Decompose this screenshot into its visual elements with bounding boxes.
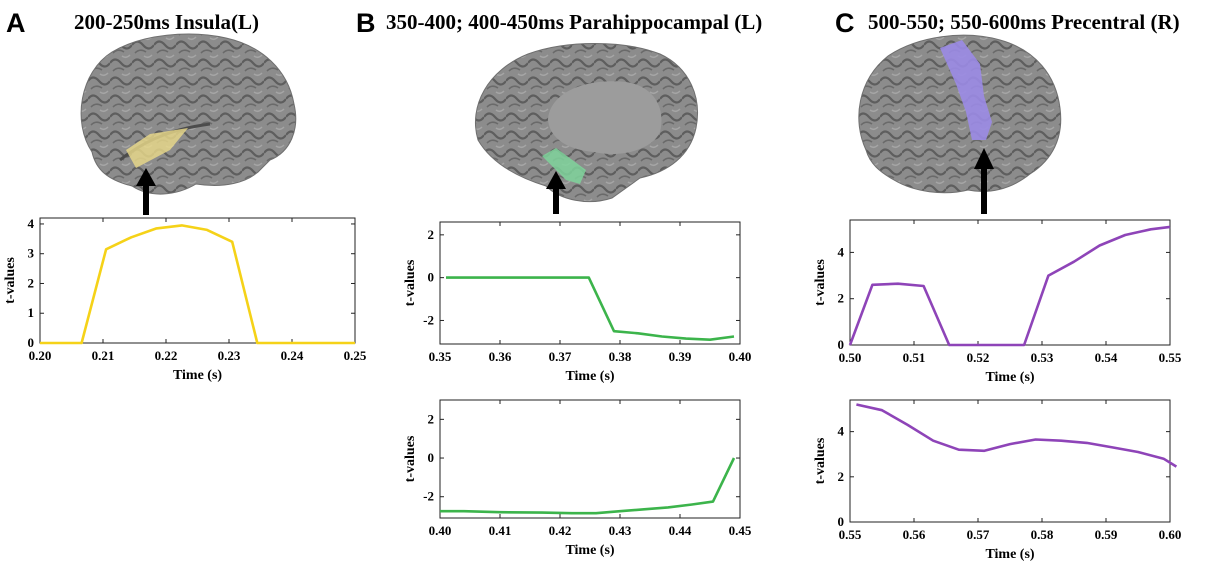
y-tick-label: 4	[28, 216, 35, 231]
arrow-icon	[136, 168, 156, 186]
y-axis-label: t-values	[3, 257, 18, 304]
y-tick-label: -2	[423, 312, 434, 327]
x-tick-label: 0.53	[1031, 350, 1054, 365]
chart-b2: 0.40 0.41 0.42 0.43 0.44 0.45 -2 0 2 Time (s) t-va…	[403, 399, 752, 558]
series-line	[40, 224, 355, 345]
x-tick-label: 0.56	[903, 527, 926, 542]
panel-title-b: 350-400; 400-450ms Parahippocampal (L)	[386, 10, 763, 34]
y-tick-label: 2	[428, 411, 435, 426]
panel-letter-c: C	[835, 8, 855, 38]
arrow-icon	[974, 148, 994, 169]
panel-letter-a: A	[6, 8, 26, 38]
x-tick-label: 0.22	[155, 348, 178, 363]
x-tick-label: 0.40	[729, 349, 752, 364]
arrow-icon	[546, 171, 566, 189]
x-axis-label: Time (s)	[565, 369, 614, 384]
y-tick-label: 2	[838, 291, 845, 306]
panel-title-c: 500-550; 550-600ms Precentral (R)	[868, 10, 1180, 34]
series-line	[446, 276, 735, 342]
x-tick-label: 0.51	[903, 350, 926, 365]
x-tick-label: 0.20	[29, 348, 52, 363]
y-tick-label: 1	[28, 305, 35, 320]
y-tick-label: 2	[428, 227, 435, 242]
x-axis-label: Time (s)	[173, 368, 222, 383]
plot-frame	[39, 217, 356, 344]
y-axis-label: t-values	[403, 259, 418, 306]
x-tick-label: 0.55	[839, 527, 862, 542]
x-tick-label: 0.25	[344, 348, 367, 363]
precentral-region	[940, 40, 992, 140]
y-tick-label: 2	[28, 275, 35, 290]
x-tick-label: 0.43	[609, 523, 632, 538]
y-axis-label: t-values	[403, 435, 418, 482]
x-tick-label: 0.39	[669, 349, 692, 364]
chart-c1: 0.50 0.51 0.52 0.53 0.54 0.55 0 2 4 Time (s) t-val…	[813, 219, 1182, 385]
chart-b1: 0.35 0.36 0.37 0.38 0.39 0.40 -2 0 2 Time (s) t-va…	[403, 221, 752, 384]
x-axis-label: Time (s)	[985, 547, 1034, 562]
x-axis-label: Time (s)	[565, 543, 614, 558]
panel-letter-b: B	[356, 8, 376, 38]
y-tick-label: 0	[838, 337, 845, 352]
y-tick-label: 2	[838, 469, 845, 484]
chart-a1: 0.20 0.21 0.22 0.23 0.24 0.25 0 1 2 3 4 Time (s) t-v…	[3, 216, 367, 383]
y-tick-label: 4	[838, 244, 845, 259]
y-axis-label: t-values	[813, 437, 828, 484]
plot-frame	[849, 219, 1171, 346]
y-tick-label: 0	[428, 270, 435, 285]
y-axis-label: t-values	[813, 259, 828, 306]
x-tick-label: 0.58	[1031, 527, 1054, 542]
x-axis-label: Time (s)	[985, 370, 1034, 385]
x-tick-label: 0.55	[1159, 350, 1182, 365]
series-line	[440, 457, 736, 515]
x-tick-label: 0.36	[489, 349, 512, 364]
parahippocampal-region	[542, 148, 586, 184]
x-tick-label: 0.24	[281, 348, 304, 363]
y-tick-label: 0	[28, 335, 35, 350]
x-tick-label: 0.40	[429, 523, 452, 538]
x-tick-label: 0.57	[967, 527, 990, 542]
plot-frame	[439, 399, 741, 519]
y-tick-label: -2	[423, 489, 434, 504]
insula-region	[126, 128, 188, 168]
panel-title-a: 200-250ms Insula(L)	[74, 10, 259, 34]
y-tick-label: 0	[838, 514, 845, 529]
x-tick-label: 0.23	[218, 348, 241, 363]
x-tick-label: 0.52	[967, 350, 990, 365]
x-tick-label: 0.54	[1095, 350, 1118, 365]
brain-medial-left	[474, 43, 698, 214]
x-tick-label: 0.35	[429, 349, 452, 364]
chart-c2: 0.55 0.56 0.57 0.58 0.59 0.60 0 2 4 Time (s) t-val…	[813, 399, 1182, 562]
x-tick-label: 0.59	[1095, 527, 1118, 542]
x-tick-label: 0.42	[549, 523, 572, 538]
x-tick-label: 0.60	[1159, 527, 1182, 542]
y-tick-label: 3	[28, 246, 35, 261]
x-tick-label: 0.41	[489, 523, 512, 538]
x-tick-label: 0.50	[839, 350, 862, 365]
x-tick-label: 0.45	[729, 523, 752, 538]
x-tick-label: 0.21	[92, 348, 115, 363]
plot-frame	[849, 399, 1171, 523]
brain-lateral-right	[858, 34, 1062, 214]
y-tick-label: 0	[428, 450, 435, 465]
y-tick-label: 4	[838, 424, 845, 439]
series-line	[848, 225, 1171, 347]
x-tick-label: 0.44	[669, 523, 692, 538]
x-tick-label: 0.38	[609, 349, 632, 364]
brain-lateral-left	[80, 33, 297, 215]
series-line	[856, 403, 1178, 468]
x-tick-label: 0.37	[549, 349, 572, 364]
